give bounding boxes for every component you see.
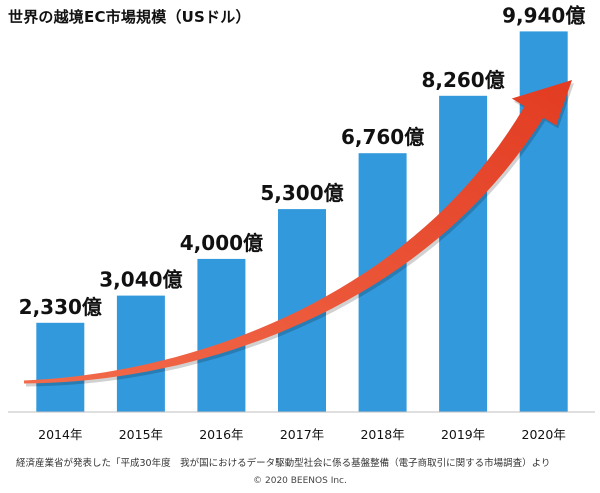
source-note: 経済産業省が発表した「平成30年度 我が国におけるデータ駆動型社会に係る基盤整備… [16, 458, 551, 469]
x-axis-ticks-layer: 2014年 2015年 2016年 2017年 2018年 2019年 2020年 [38, 427, 566, 442]
bar-2016年 [197, 258, 246, 412]
x-tick-2016年: 2016年 [199, 427, 243, 442]
copyright: © 2020 BEENOS Inc. [253, 476, 347, 486]
data-label-2018年: 6,760億 [341, 125, 424, 149]
bar-2015年 [116, 295, 165, 412]
x-tick-2018年: 2018年 [360, 427, 404, 442]
x-tick-2014年: 2014年 [38, 427, 82, 442]
value-labels-layer: 2,330億 3,040億 4,000億 5,300億 6,760億 8,260億 9,94… [19, 3, 586, 318]
x-tick-2019年: 2019年 [441, 427, 485, 442]
x-tick-2020年: 2020年 [522, 427, 566, 442]
data-label-2016年: 4,000億 [180, 231, 263, 255]
x-tick-2015年: 2015年 [119, 427, 163, 442]
chart-title: 世界の越境EC市場規模（USドル） [8, 8, 251, 26]
data-label-2019年: 8,260億 [421, 68, 504, 92]
x-tick-2017年: 2017年 [280, 427, 324, 442]
growth-arrow-shadow [26, 83, 574, 387]
bar-2019年 [439, 95, 488, 413]
growth-trend-arrow [24, 80, 574, 387]
data-label-2020年: 9,940億 [502, 3, 585, 27]
data-label-2017年: 5,300億 [260, 181, 343, 205]
growth-arrow [24, 80, 572, 384]
data-label-2014年: 2,330億 [19, 295, 102, 319]
bar-2014年 [36, 322, 85, 412]
data-label-2015年: 3,040億 [99, 268, 182, 292]
